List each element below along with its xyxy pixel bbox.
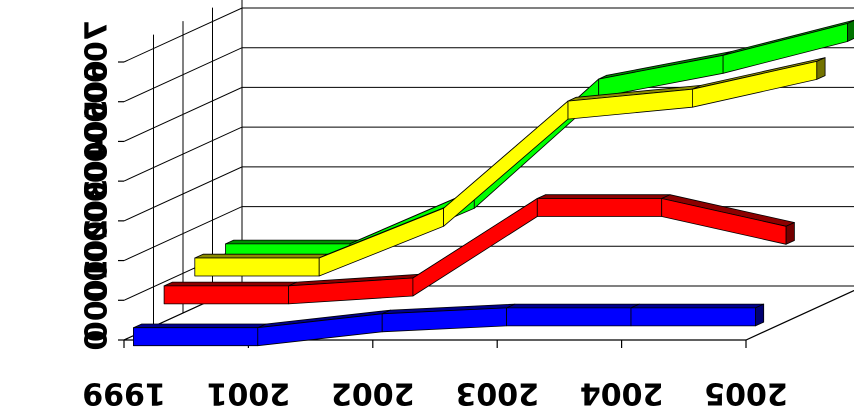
x-tick-label: 2001 bbox=[207, 376, 291, 409]
ribbon-front-face bbox=[630, 307, 756, 327]
y-tick-label: 5000 bbox=[80, 100, 115, 184]
ribbon-end-cap bbox=[816, 57, 826, 80]
x-tick-label: 2005 bbox=[704, 376, 788, 409]
x-tick-label: 2002 bbox=[331, 376, 415, 409]
y-tick-label: 2000 bbox=[80, 219, 115, 303]
ribbon-end-cap bbox=[755, 303, 765, 327]
ribbon-top-face bbox=[163, 281, 298, 287]
x-tick-label: 2004 bbox=[580, 376, 664, 409]
series-ribbon bbox=[132, 303, 765, 347]
y-tick-label: 7000 bbox=[80, 20, 115, 104]
ribbon-front-face bbox=[194, 257, 320, 277]
ribbon-top-face bbox=[630, 303, 765, 309]
chart-series bbox=[132, 19, 854, 347]
ribbon-front-face bbox=[506, 307, 632, 327]
ribbon-top-face bbox=[506, 303, 640, 309]
series-ribbon bbox=[163, 194, 795, 305]
ribbon-top-face bbox=[536, 194, 671, 199]
y-tick-label: 6000 bbox=[80, 60, 115, 144]
ribbon-end-cap bbox=[785, 222, 795, 245]
ribbon-front-face bbox=[722, 23, 848, 74]
ribbon-front-face bbox=[536, 198, 663, 217]
x-tick-label: 2003 bbox=[455, 376, 539, 409]
y-tick-label: 0 bbox=[80, 330, 115, 351]
x-tick-label: 1999 bbox=[82, 376, 166, 409]
ribbon-top-face bbox=[132, 323, 267, 329]
ribbon-end-cap bbox=[847, 20, 854, 42]
ribbon-top-face bbox=[194, 253, 328, 259]
y-tick-label: 4000 bbox=[80, 139, 115, 223]
ribbon-front-face bbox=[132, 327, 259, 347]
series-ribbon bbox=[194, 57, 826, 277]
y-tick-label: 1000 bbox=[80, 259, 115, 343]
ribbon-front-face bbox=[163, 285, 289, 305]
y-tick-label: 3000 bbox=[80, 179, 115, 263]
ribbon-top-face bbox=[225, 239, 359, 245]
